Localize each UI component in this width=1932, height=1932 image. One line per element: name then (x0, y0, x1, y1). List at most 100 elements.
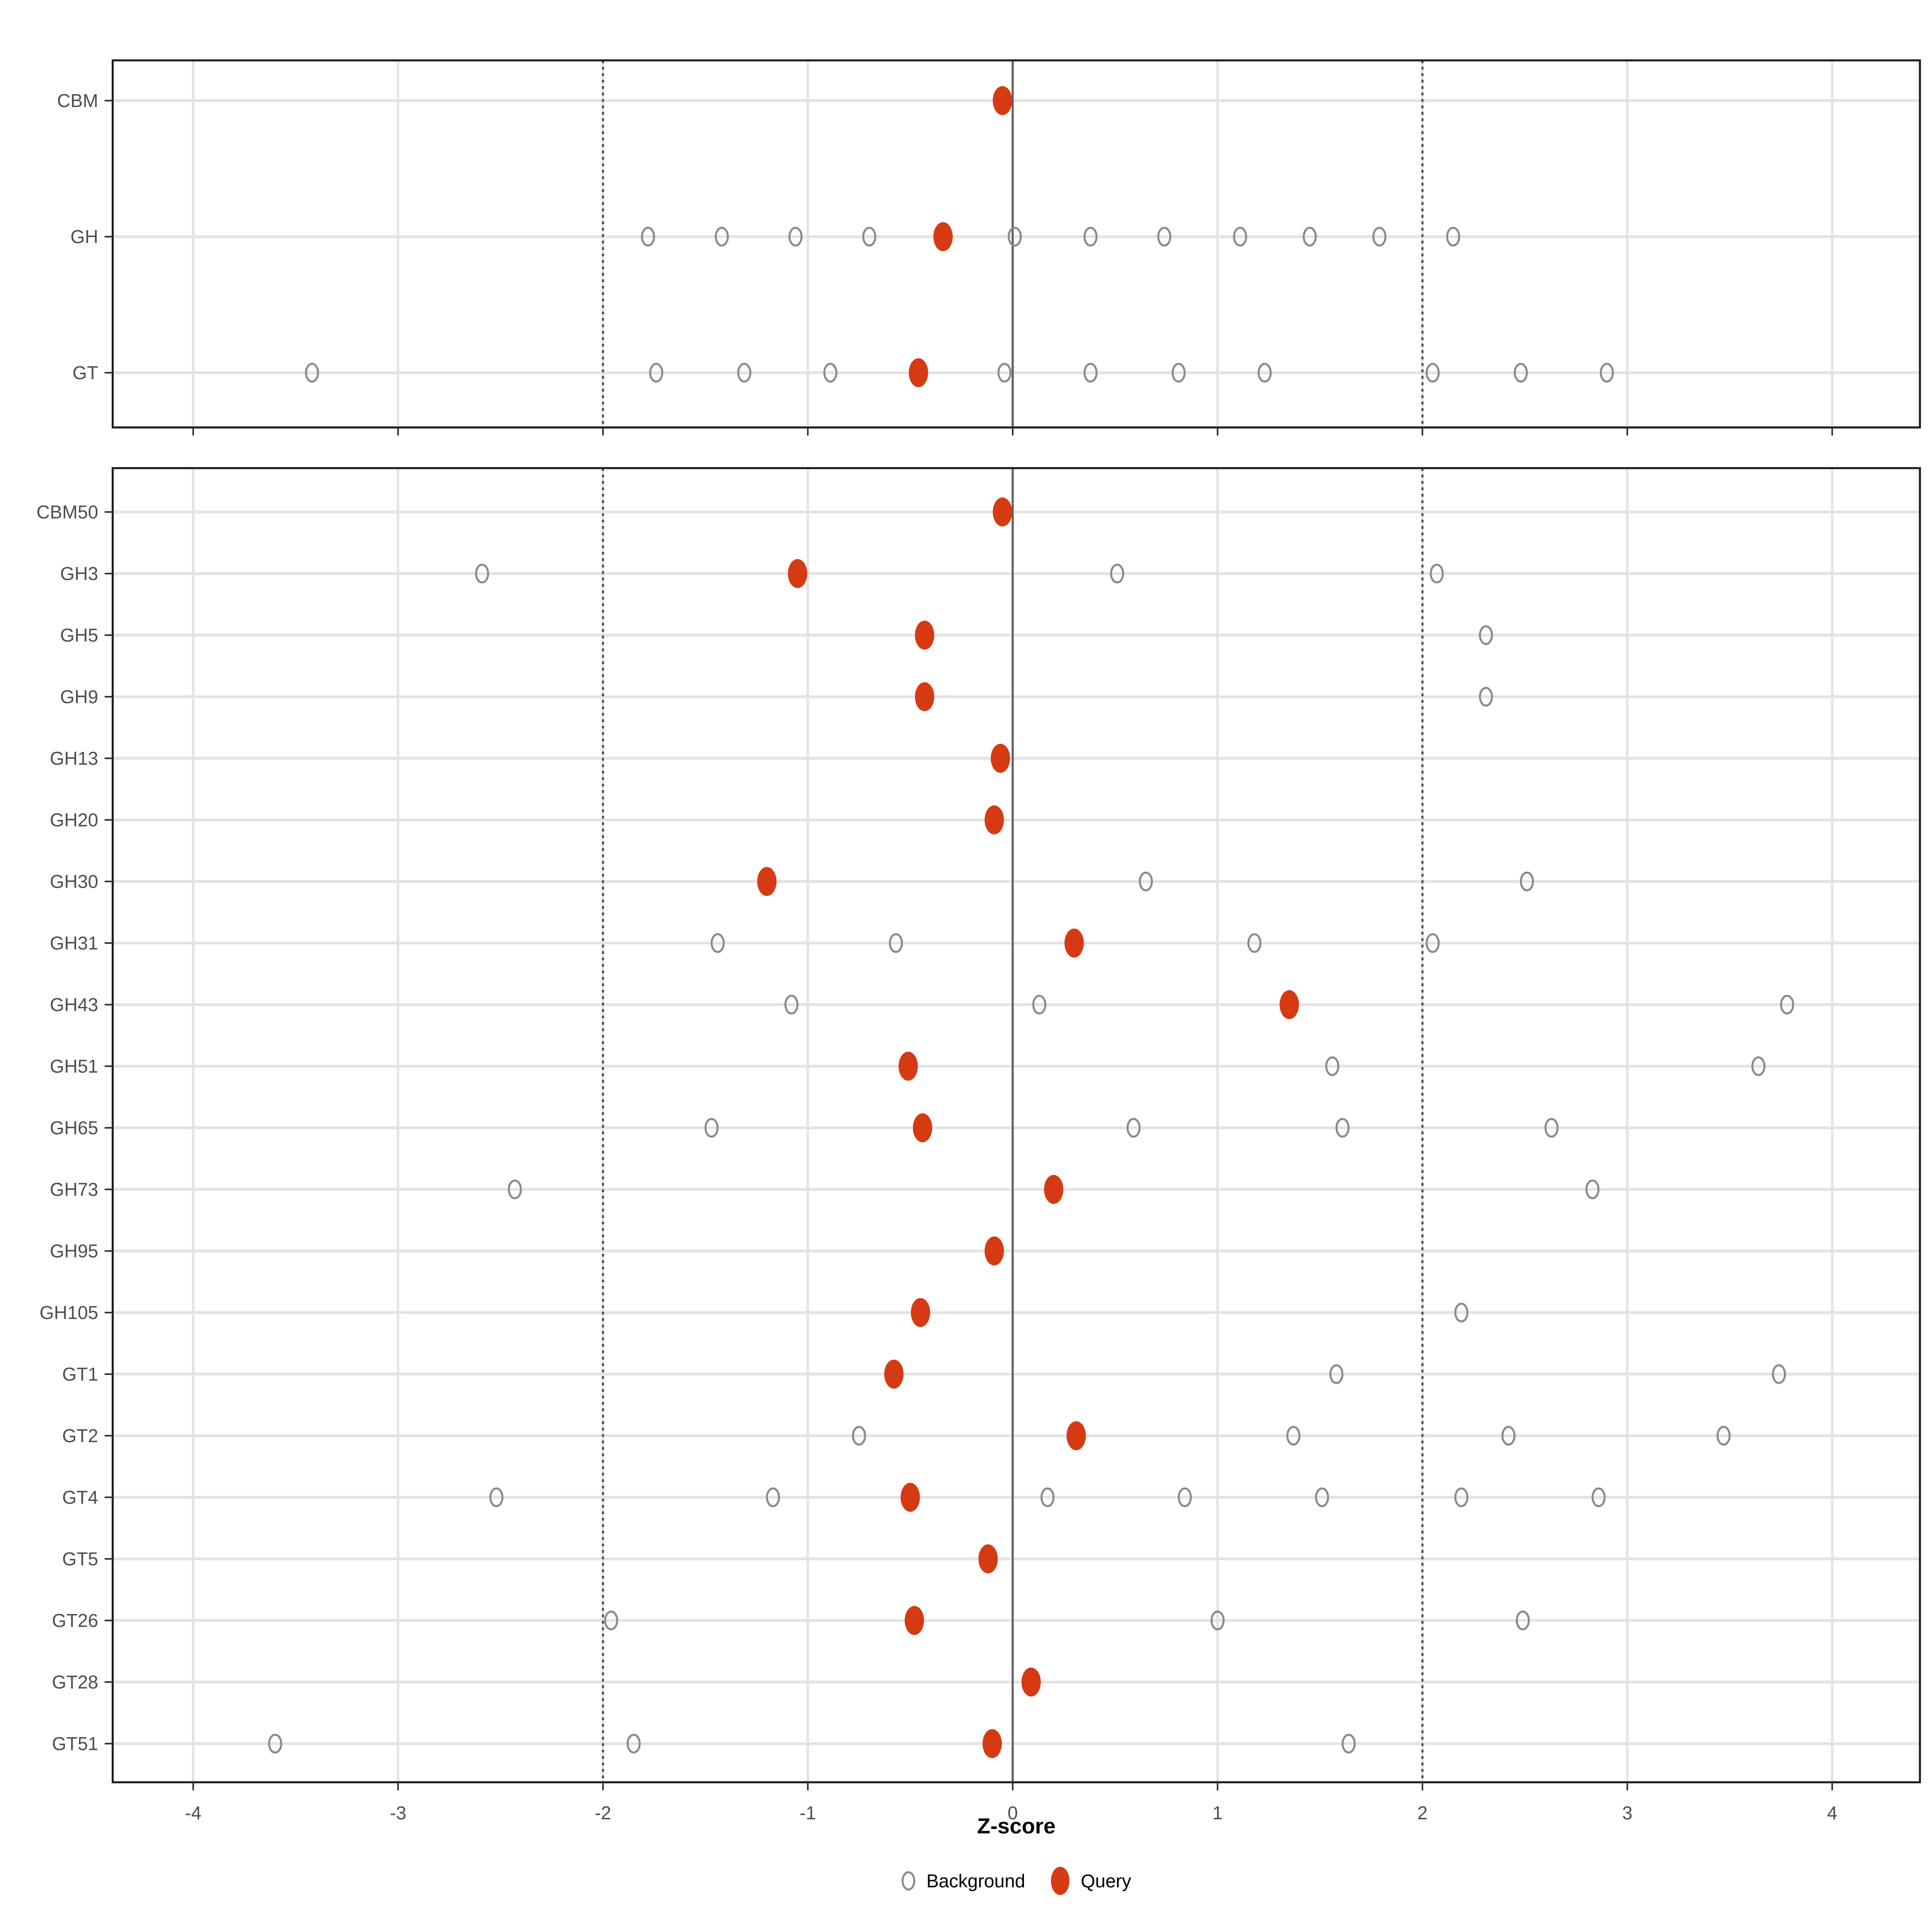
background-point-GH (641, 227, 655, 247)
background-point-GH43 (1032, 995, 1046, 1015)
query-point-GH13 (991, 744, 1010, 773)
legend-item-query: Query (1051, 1867, 1131, 1895)
background-point-GH31 (889, 933, 903, 953)
query-point-GT (908, 358, 928, 387)
background-point-GH (1157, 227, 1172, 247)
background-point-GH (714, 227, 729, 247)
background-point-GT51 (626, 1734, 641, 1754)
background-point-GT (823, 363, 838, 383)
background-point-GH31 (1247, 933, 1262, 953)
background-point-GT (1600, 363, 1614, 383)
row-label-GH: GH (70, 226, 98, 247)
query-point-CBM (993, 86, 1012, 115)
row-label-GH3: GH3 (60, 563, 98, 584)
background-point-GT2 (852, 1426, 866, 1446)
legend: Background Query (113, 1867, 1920, 1895)
query-point-GT4 (900, 1483, 920, 1512)
background-point-GH51 (1325, 1056, 1340, 1076)
background-point-GT (305, 363, 319, 383)
background-point-GH30 (1520, 871, 1534, 892)
background-point-GH9 (1479, 687, 1493, 707)
x-tick-label: 1 (1212, 1802, 1223, 1823)
background-point-GT (1513, 363, 1528, 383)
query-point-GT28 (1021, 1668, 1041, 1697)
row-label-GT28: GT28 (52, 1672, 98, 1693)
background-point-GH31 (1425, 933, 1440, 953)
background-point-GH73 (1585, 1179, 1600, 1199)
row-label-GT4: GT4 (62, 1487, 98, 1508)
query-legend-label: Query (1081, 1870, 1131, 1891)
query-legend-icon (1051, 1867, 1070, 1895)
background-point-GH3 (475, 564, 489, 584)
background-point-GT51 (268, 1734, 283, 1754)
background-point-GH65 (1544, 1118, 1559, 1138)
background-point-GT51 (1342, 1734, 1356, 1754)
background-point-GT4 (489, 1487, 504, 1507)
background-point-GH3 (1110, 564, 1125, 584)
background-point-GT2 (1501, 1426, 1516, 1446)
row-label-GT2: GT2 (62, 1425, 98, 1446)
background-point-GT (737, 363, 751, 383)
query-point-GT5 (978, 1544, 998, 1573)
panel-border (111, 59, 1921, 429)
background-point-GT4 (1315, 1487, 1329, 1507)
x-tick-label: -3 (390, 1802, 407, 1823)
background-point-GT26 (1210, 1610, 1225, 1631)
row-label-GH73: GH73 (50, 1179, 98, 1200)
background-point-GT (997, 363, 1012, 383)
row-label-GH13: GH13 (50, 748, 98, 769)
row-label-GH65: GH65 (50, 1117, 98, 1138)
background-point-GH31 (710, 933, 725, 953)
query-point-GT51 (983, 1729, 1002, 1758)
query-point-GH9 (915, 682, 935, 711)
background-point-GH105 (1454, 1302, 1469, 1323)
row-label-GH30: GH30 (50, 871, 98, 892)
query-point-GT1 (884, 1360, 904, 1389)
background-point-GT26 (1515, 1610, 1530, 1631)
query-point-GH105 (910, 1298, 930, 1327)
background-point-GT (1171, 363, 1186, 383)
row-label-CBM50: CBM50 (37, 502, 98, 522)
background-point-GT1 (1772, 1364, 1786, 1384)
query-point-GH31 (1064, 929, 1084, 958)
query-point-GH3 (788, 559, 807, 588)
background-point-GT (1257, 363, 1272, 383)
x-tick-label: 4 (1827, 1802, 1837, 1823)
row-label-GH95: GH95 (50, 1241, 98, 1261)
query-point-GH5 (915, 621, 935, 650)
x-tick-label: 0 (1007, 1802, 1018, 1823)
row-label-GH5: GH5 (60, 625, 98, 646)
background-point-GH (1233, 227, 1247, 247)
background-point-GT (1425, 363, 1440, 383)
query-point-GH73 (1044, 1175, 1063, 1204)
x-tick-label: -1 (800, 1802, 816, 1823)
panel-border (111, 467, 1921, 1783)
background-point-GT4 (1178, 1487, 1192, 1507)
background-point-GH5 (1479, 625, 1493, 645)
x-tick-label: 2 (1417, 1802, 1428, 1823)
background-point-GH3 (1430, 564, 1444, 584)
background-point-GH (1007, 227, 1022, 247)
background-point-GH65 (704, 1118, 719, 1138)
background-point-GH73 (508, 1179, 522, 1199)
background-point-GH (788, 227, 803, 247)
query-point-CBM50 (993, 497, 1012, 526)
background-point-GT2 (1716, 1426, 1731, 1446)
row-label-GH51: GH51 (50, 1056, 98, 1077)
background-legend-icon (901, 1871, 915, 1891)
row-label-CBM: CBM (57, 90, 98, 111)
row-label-GH9: GH9 (60, 686, 98, 707)
query-point-GH (933, 222, 953, 251)
row-label-GT51: GT51 (52, 1733, 98, 1754)
background-point-GH (862, 227, 877, 247)
background-point-GH43 (784, 995, 799, 1015)
row-label-GH105: GH105 (39, 1302, 98, 1323)
background-point-GH65 (1335, 1118, 1350, 1138)
row-label-GT: GT (72, 362, 98, 383)
query-point-GH65 (913, 1113, 933, 1142)
background-point-GT4 (766, 1487, 780, 1507)
query-point-GH30 (757, 867, 777, 896)
background-point-GT1 (1329, 1364, 1344, 1384)
query-point-GH95 (985, 1236, 1004, 1265)
